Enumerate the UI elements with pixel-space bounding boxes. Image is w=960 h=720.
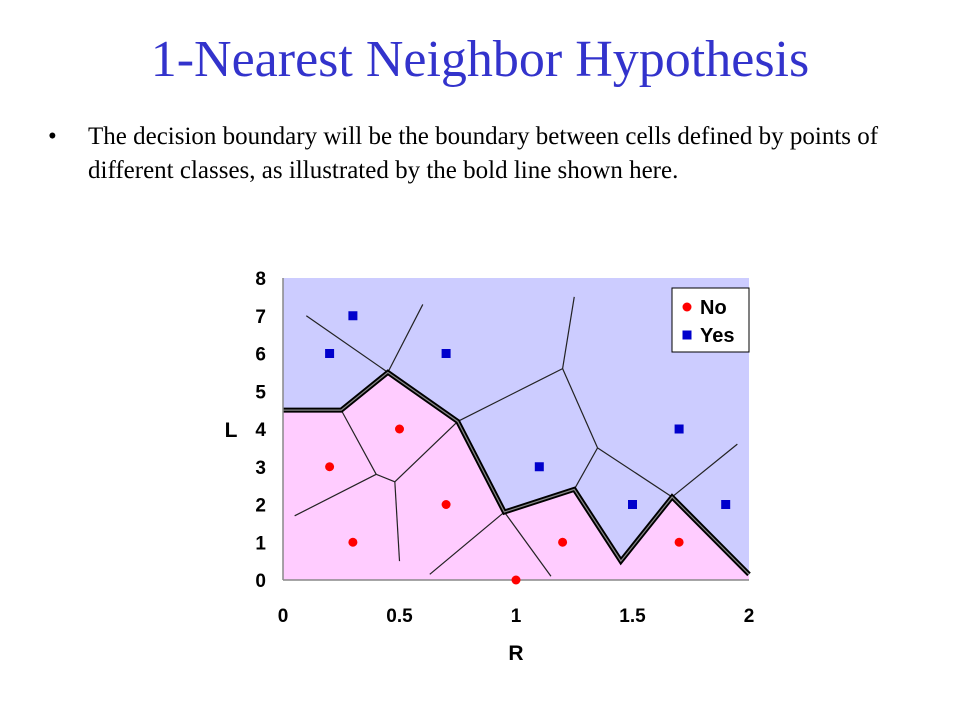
y-tick-label: 4 xyxy=(255,420,266,441)
point-yes xyxy=(348,311,358,321)
y-tick-label: 8 xyxy=(255,269,266,290)
bullet-item: • The decision boundary will be the boun… xyxy=(48,120,918,188)
bullet-list: • The decision boundary will be the boun… xyxy=(48,120,918,188)
cell-edge xyxy=(503,511,552,577)
cell-edge xyxy=(597,447,673,498)
x-axis-label: R xyxy=(508,642,523,665)
y-tick-label: 2 xyxy=(255,496,266,517)
cell-edge xyxy=(394,481,401,562)
point-no xyxy=(674,537,684,547)
x-tick-label: 1.5 xyxy=(619,606,646,627)
y-tick-label: 3 xyxy=(255,458,266,479)
point-no xyxy=(558,537,568,547)
x-tick-label: 2 xyxy=(744,606,755,627)
no-region xyxy=(283,372,749,580)
cell-edge xyxy=(294,473,377,517)
y-tick-label: 0 xyxy=(255,571,266,592)
point-no xyxy=(441,500,451,509)
y-tick-label: 7 xyxy=(255,307,266,328)
cell-edge xyxy=(573,447,599,490)
legend-label-yes: Yes xyxy=(700,325,734,347)
cell-edge xyxy=(375,473,396,483)
cell-edge xyxy=(562,296,575,369)
bullet-text: The decision boundary will be the bounda… xyxy=(88,123,879,184)
cell-edge xyxy=(562,368,599,449)
legend-marker-yes xyxy=(682,330,692,340)
point-no xyxy=(395,424,404,434)
bullet-dot-icon: • xyxy=(48,123,57,150)
legend-label-no: No xyxy=(700,297,727,319)
cell-edge xyxy=(671,443,738,498)
point-yes xyxy=(441,349,451,358)
point-yes xyxy=(325,349,335,358)
legend-marker-no xyxy=(682,302,692,312)
cell-edge xyxy=(394,421,459,483)
cell-edge xyxy=(387,304,424,373)
y-tick-label: 5 xyxy=(255,382,266,403)
point-yes xyxy=(534,462,544,472)
cell-edge xyxy=(457,368,563,422)
cell-edge xyxy=(429,511,505,575)
x-tick-label: 0 xyxy=(278,606,289,627)
slide-title: 1-Nearest Neighbor Hypothesis xyxy=(150,31,810,88)
point-yes xyxy=(674,424,684,434)
cell-edge xyxy=(340,409,377,475)
decision-boundary-highlight xyxy=(283,371,750,575)
y-axis-label: L xyxy=(225,419,238,442)
y-tick-label: 1 xyxy=(255,533,266,554)
x-tick-label: 1 xyxy=(511,606,522,627)
point-yes xyxy=(628,500,637,509)
point-no xyxy=(325,462,335,472)
cell-edge xyxy=(305,315,389,373)
point-no xyxy=(511,575,521,585)
x-tick-label: 0.5 xyxy=(386,606,413,627)
y-tick-label: 6 xyxy=(255,345,266,366)
legend-box xyxy=(671,287,750,353)
point-no xyxy=(348,537,358,547)
point-yes xyxy=(721,500,731,509)
